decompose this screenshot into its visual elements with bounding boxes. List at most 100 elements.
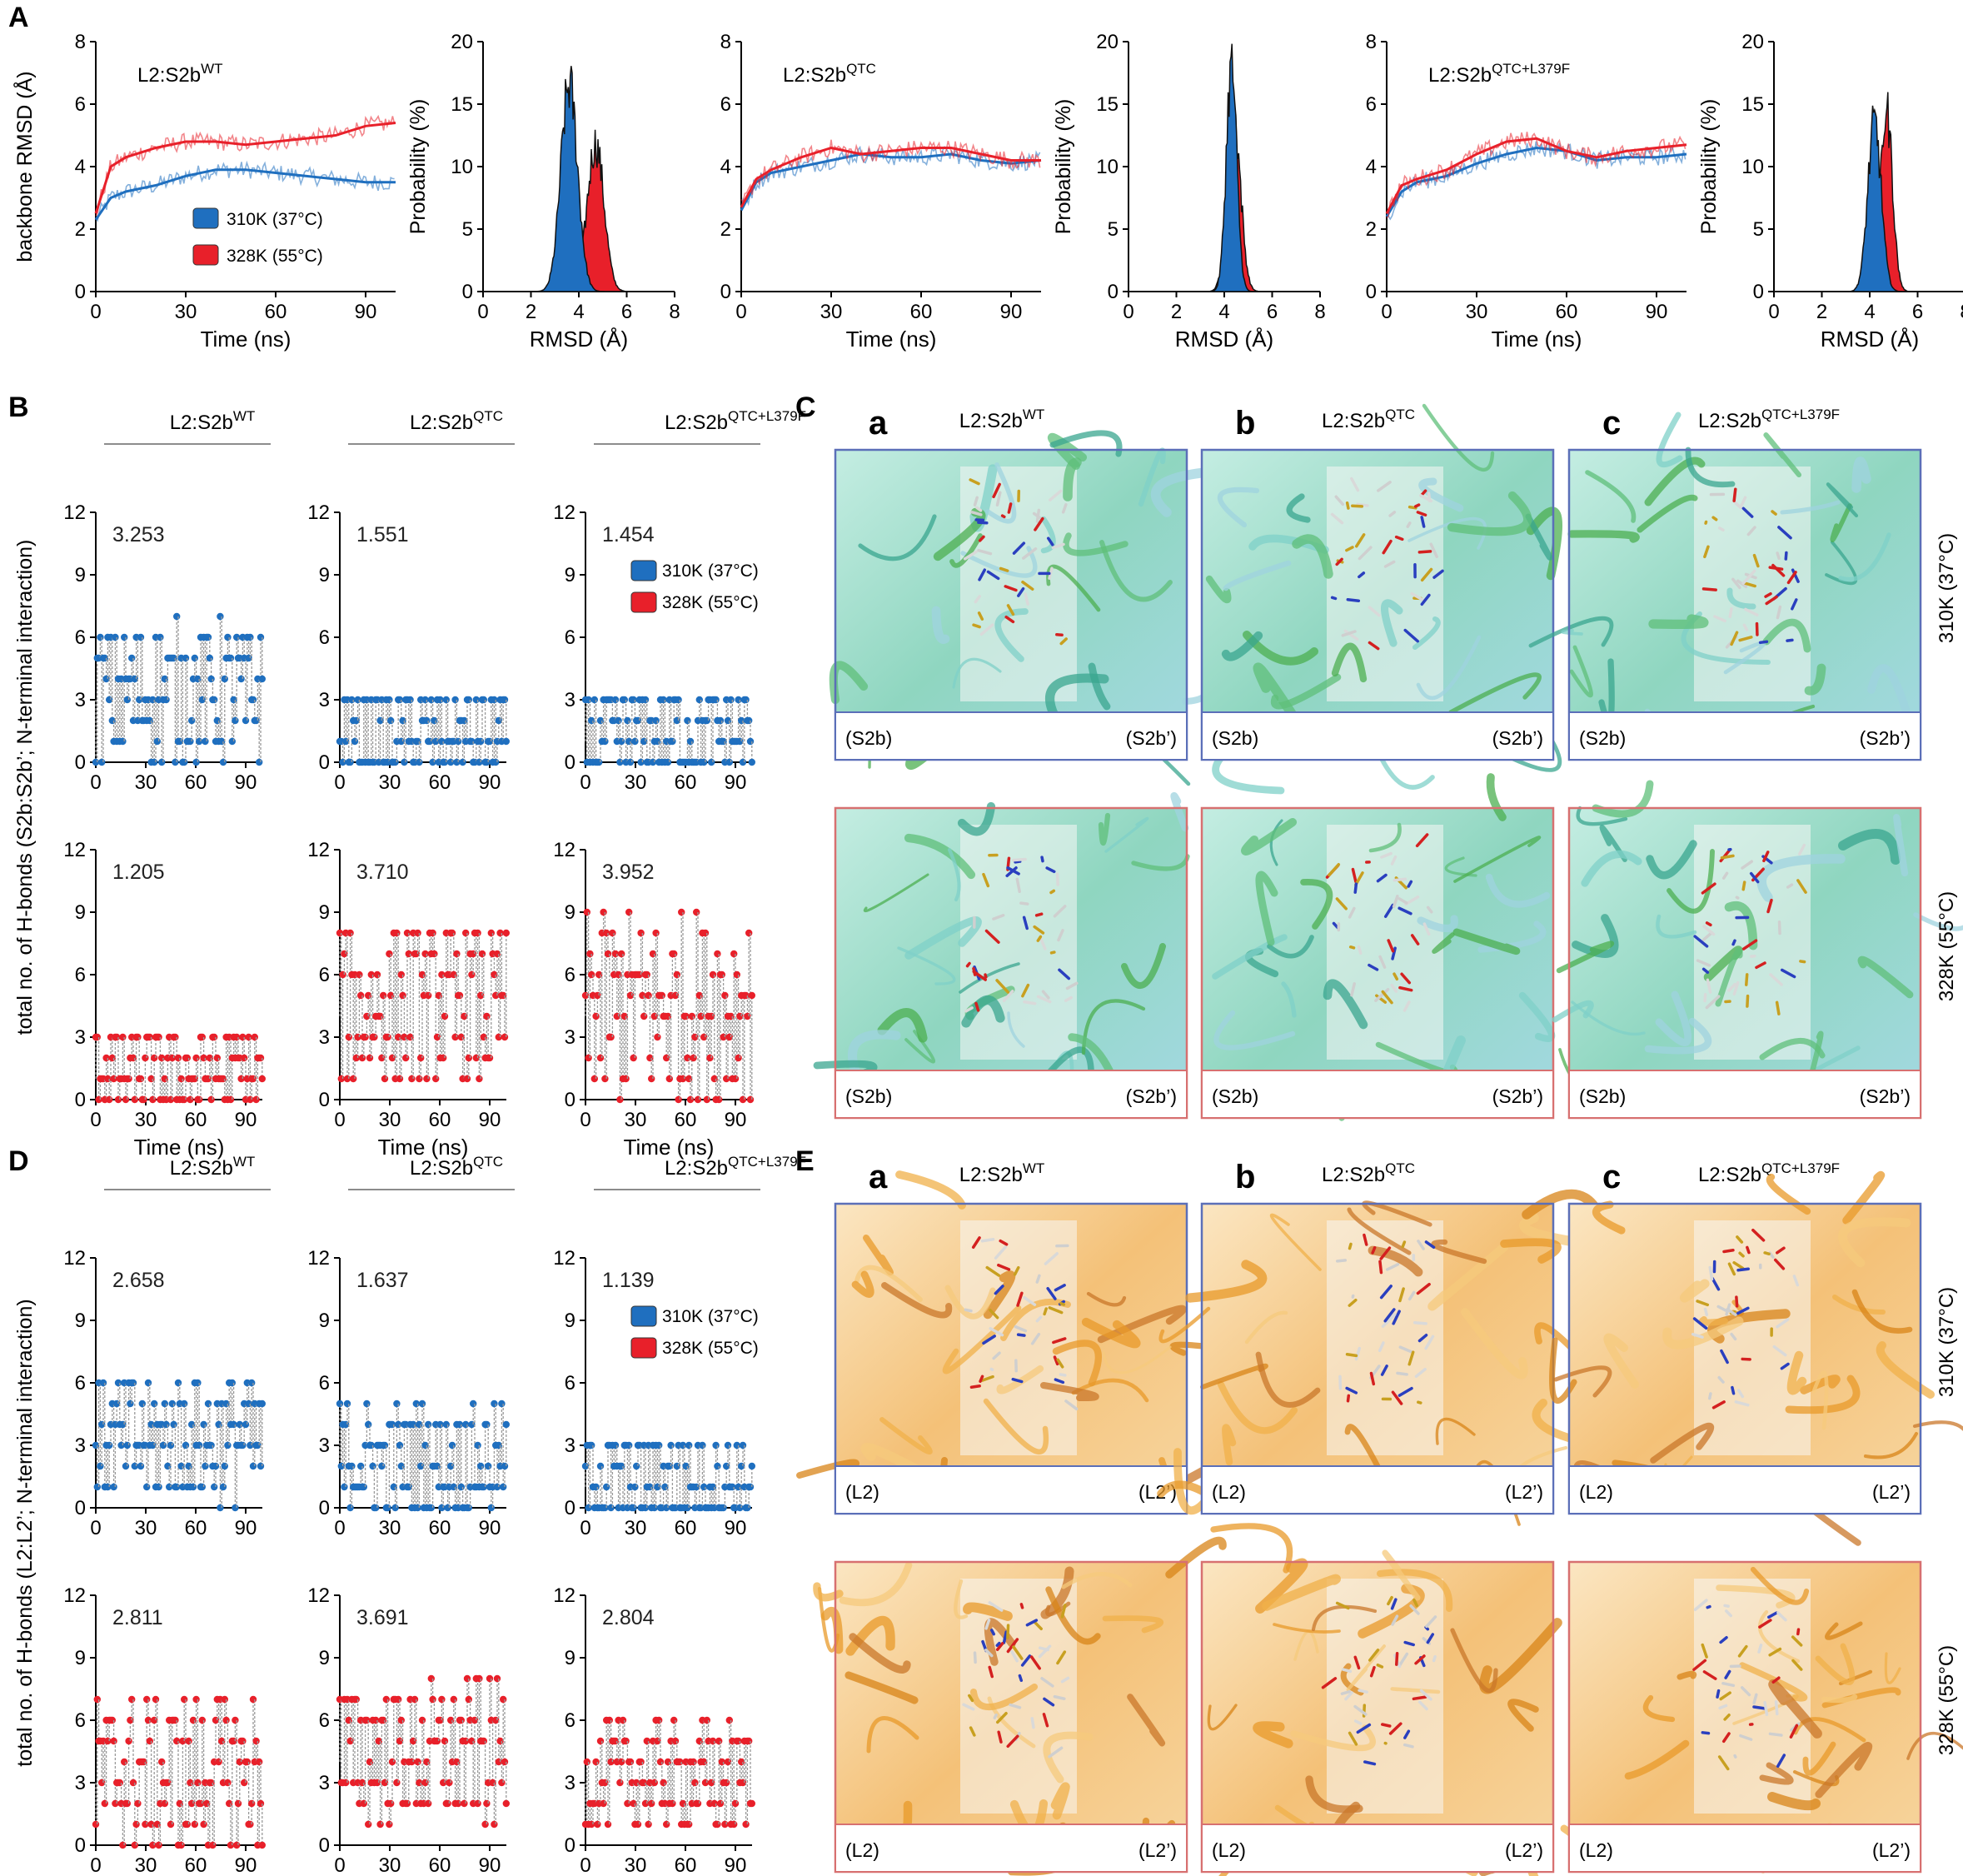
hbond-point <box>417 1054 425 1062</box>
snapshot-border <box>1200 1560 1555 1874</box>
residue-stick <box>1353 1704 1368 1716</box>
hbond-point <box>97 1462 104 1470</box>
protein-ribbon <box>1157 1480 1209 1498</box>
mean-value: 1.205 <box>112 861 165 884</box>
y-tick-label: 6 <box>75 626 86 649</box>
mean-value: 3.691 <box>356 1606 409 1629</box>
hbond-point <box>170 654 177 662</box>
residue-stick <box>1432 569 1444 579</box>
legend-swatch-310K <box>630 560 657 581</box>
hbond-point <box>155 1841 162 1849</box>
hbond-point <box>221 1462 228 1470</box>
hbond-point <box>218 1737 226 1745</box>
hbond-point <box>684 716 691 725</box>
residue-stick <box>1758 640 1769 645</box>
hbond-point <box>669 1799 676 1808</box>
y-axis-label-hbonds: total no. of H-bonds (S2b:S2b’; N-termin… <box>13 540 37 1035</box>
hbond-point <box>232 1716 239 1724</box>
residue-stick <box>992 1351 1001 1360</box>
residue-stick <box>1722 1248 1735 1254</box>
residue-stick <box>1703 993 1707 1003</box>
hbond-point <box>258 675 266 683</box>
hbond-point <box>618 950 625 958</box>
hbond-point <box>700 1483 708 1491</box>
residue-stick <box>1410 934 1420 945</box>
protein-ribbon <box>1698 1316 1728 1326</box>
hbond-point <box>129 1779 137 1787</box>
caption-strip <box>836 1071 1186 1117</box>
y-tick-label: 3 <box>319 1434 330 1457</box>
residue-stick <box>972 970 987 981</box>
hbond-point <box>387 716 395 725</box>
y-tick-label: 6 <box>319 964 330 986</box>
hbond-point <box>140 1095 147 1104</box>
hbond-point <box>716 1799 725 1808</box>
hbond-point <box>742 696 750 704</box>
hbond-point <box>188 1799 196 1808</box>
hbond-point <box>619 1716 627 1724</box>
residue-stick <box>1344 1691 1353 1701</box>
hbond-point <box>427 696 435 704</box>
residue-stick <box>1791 1659 1803 1671</box>
protein-ribbon <box>1656 412 1683 468</box>
hbond-point <box>433 1033 441 1041</box>
hbond-point <box>234 1799 242 1808</box>
protein-ribbon <box>1040 516 1056 554</box>
hbond-point <box>643 1737 650 1745</box>
hbond-point <box>746 1483 755 1491</box>
x-tick-label: 6 <box>621 301 632 323</box>
residue-stick <box>1036 935 1043 942</box>
hbond-point <box>715 1095 723 1104</box>
x-tick-label: 90 <box>235 1109 257 1131</box>
residue-stick <box>1398 1652 1409 1668</box>
hbond-point <box>588 716 595 725</box>
residue-stick <box>1743 581 1756 588</box>
hbond-point <box>592 1758 600 1766</box>
residue-stick <box>1419 1689 1432 1701</box>
hbond-point <box>215 1420 222 1429</box>
hbond-point <box>590 696 598 704</box>
y-tick-label: 0 <box>75 751 86 774</box>
residue-stick <box>1720 854 1735 860</box>
hbond-point <box>630 1504 637 1512</box>
hbond-point <box>588 970 595 979</box>
residue-stick <box>1013 1265 1020 1276</box>
hbond-point <box>637 758 645 766</box>
residue-stick <box>1764 591 1772 598</box>
x-tick-label: 0 <box>580 1854 590 1876</box>
legend-swatch-310K <box>630 1305 657 1327</box>
y-tick-label: 9 <box>75 1647 86 1669</box>
hbond-point <box>476 1075 483 1083</box>
hbond-point <box>649 950 657 958</box>
hbond-point <box>121 1758 128 1766</box>
y-tick-label: 12 <box>307 839 330 861</box>
hbond-point <box>245 654 252 662</box>
hbond-point <box>345 1716 352 1724</box>
hbond-point <box>376 1820 384 1829</box>
hbond-point <box>603 929 610 937</box>
mean-value: 1.454 <box>602 523 655 546</box>
hbond-point <box>421 950 429 958</box>
protein-ribbon <box>1244 1310 1288 1345</box>
residue-stick <box>1798 843 1806 856</box>
hbond-point <box>212 1716 220 1724</box>
residue-stick <box>1377 481 1392 492</box>
hbond-point <box>583 908 590 916</box>
residue-stick <box>1014 860 1022 864</box>
left-chain-label: (S2b) <box>1212 1085 1258 1107</box>
residue-stick <box>1740 1686 1751 1697</box>
protein-ribbon <box>957 801 996 836</box>
protein-ribbon <box>844 1671 919 1704</box>
residue-stick <box>1378 955 1387 969</box>
residue-stick <box>986 570 1000 581</box>
protein-ribbon <box>1071 1378 1149 1403</box>
residue-stick <box>1348 945 1356 950</box>
protein-ribbon <box>851 1270 874 1298</box>
protein-ribbon <box>863 873 929 912</box>
row-temperature-label: 328K (55°C) <box>1936 1645 1958 1755</box>
residue-stick <box>1390 855 1398 866</box>
residue-stick <box>1007 502 1013 514</box>
hbond-point <box>700 1758 708 1766</box>
